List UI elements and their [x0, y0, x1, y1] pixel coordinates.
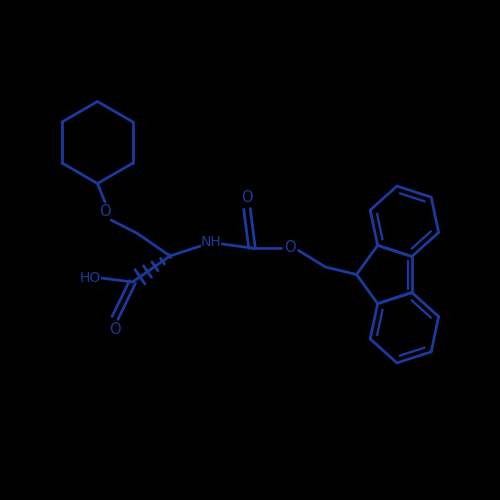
- Text: NH: NH: [200, 235, 222, 249]
- Text: O: O: [109, 322, 121, 336]
- Text: O: O: [99, 204, 111, 218]
- Text: O: O: [241, 190, 253, 206]
- Text: HO: HO: [80, 271, 100, 285]
- Text: O: O: [284, 240, 296, 256]
